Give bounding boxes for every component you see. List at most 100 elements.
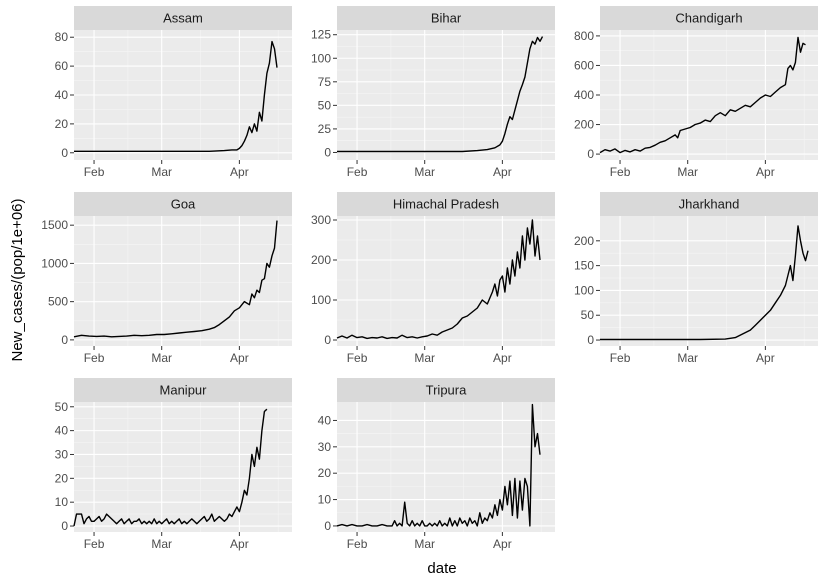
y-tick-label: 300	[311, 213, 331, 227]
y-tick-label: 1000	[41, 256, 68, 270]
panel-title: Tripura	[426, 383, 467, 398]
x-axis-title: date	[427, 560, 456, 577]
series-line-goa	[73, 220, 278, 338]
x-tick-label: Mar	[677, 165, 698, 179]
panel-strip	[600, 6, 818, 30]
y-tick-label: 100	[311, 51, 331, 65]
panel-background	[600, 216, 818, 346]
x-tick-label: Apr	[230, 351, 249, 365]
panel-strip	[337, 378, 555, 402]
x-tick-label: Mar	[151, 351, 172, 365]
y-tick-label: 10	[55, 495, 69, 509]
x-tick-label: Feb	[610, 165, 631, 179]
y-tick-label: 75	[318, 75, 332, 89]
y-tick-label: 0	[587, 333, 594, 347]
panel-bihar: Bihar 0 25 50 75 100 125 Feb Mar Apr	[311, 6, 555, 179]
y-tick-label: 200	[311, 253, 331, 267]
panel-manipur: Manipur 0 10 20 30 40 50 Feb Mar Apr	[55, 378, 292, 551]
y-tick-label: 60	[55, 59, 69, 73]
x-tick-label: Feb	[347, 351, 368, 365]
panel-title: Manipur	[160, 383, 208, 398]
y-tick-label: 50	[55, 400, 69, 414]
panel-background	[74, 216, 292, 346]
y-tick-label: 0	[324, 145, 331, 159]
y-tick-label: 40	[55, 424, 69, 438]
y-tick-label: 0	[61, 146, 68, 160]
series-line-chandigarh	[599, 36, 806, 154]
x-tick-label: Apr	[756, 165, 775, 179]
series-line-himachal-pradesh	[336, 219, 541, 340]
panel-strip	[74, 378, 292, 402]
x-tick-label: Feb	[610, 351, 631, 365]
y-tick-label: 1500	[41, 218, 68, 232]
x-tick-label: Mar	[414, 165, 435, 179]
y-tick-label: 800	[574, 29, 594, 43]
panel-chandigarh: Chandigarh 0 200 400 600 800 Feb Mar Apr	[574, 6, 818, 179]
panel-tripura: Tripura 0 10 20 30 40 Feb Mar Apr	[318, 378, 555, 551]
series-line-manipur	[73, 408, 268, 527]
panel-goa: Goa 0 500 1000 1500 Feb Mar Apr	[41, 192, 292, 365]
y-tick-label: 40	[318, 413, 332, 427]
x-tick-label: Mar	[151, 165, 172, 179]
x-tick-label: Mar	[414, 351, 435, 365]
panel-assam: Assam 0 20 40 60 80 Feb Mar Apr	[55, 6, 292, 179]
y-tick-label: 30	[55, 447, 69, 461]
x-tick-label: Apr	[493, 165, 512, 179]
x-tick-label: Mar	[414, 537, 435, 551]
panel-strip	[337, 192, 555, 216]
panel-title: Bihar	[431, 11, 462, 26]
panel-title: Jharkhand	[679, 197, 740, 212]
y-tick-label: 0	[324, 333, 331, 347]
x-tick-label: Apr	[756, 351, 775, 365]
y-tick-label: 50	[318, 98, 332, 112]
x-tick-label: Apr	[230, 165, 249, 179]
panel-strip	[337, 6, 555, 30]
y-tick-label: 0	[61, 519, 68, 533]
y-tick-label: 200	[574, 234, 594, 248]
x-tick-label: Apr	[493, 351, 512, 365]
panel-strip	[74, 6, 292, 30]
y-tick-label: 0	[61, 333, 68, 347]
panel-himachal-pradesh: Himachal Pradesh 0 100 200 300 Feb Mar Apr	[311, 192, 555, 365]
panel-background	[337, 402, 555, 532]
panel-strip	[74, 192, 292, 216]
y-tick-label: 0	[587, 147, 594, 161]
panel-strip	[600, 192, 818, 216]
y-tick-label: 20	[318, 466, 332, 480]
x-tick-label: Feb	[347, 537, 368, 551]
x-tick-label: Mar	[151, 537, 172, 551]
y-tick-label: 25	[318, 122, 332, 136]
x-tick-label: Mar	[677, 351, 698, 365]
x-tick-label: Feb	[84, 165, 105, 179]
panel-title: Assam	[163, 11, 203, 26]
y-tick-label: 600	[574, 58, 594, 72]
y-tick-label: 400	[574, 88, 594, 102]
y-tick-label: 20	[55, 117, 69, 131]
x-tick-label: Apr	[493, 537, 512, 551]
y-tick-label: 10	[318, 493, 332, 507]
y-tick-label: 40	[55, 88, 69, 102]
x-tick-label: Apr	[230, 537, 249, 551]
y-tick-label: 500	[48, 295, 68, 309]
y-tick-label: 30	[318, 440, 332, 454]
y-tick-label: 150	[574, 259, 594, 273]
x-tick-label: Feb	[84, 351, 105, 365]
x-tick-label: Feb	[347, 165, 368, 179]
y-tick-label: 200	[574, 118, 594, 132]
y-tick-label: 20	[55, 471, 69, 485]
y-tick-label: 50	[581, 308, 595, 322]
y-tick-label: 80	[55, 30, 69, 44]
y-tick-label: 0	[324, 519, 331, 533]
panel-title: Himachal Pradesh	[393, 197, 499, 212]
panel-background	[337, 216, 555, 346]
panel-title: Goa	[171, 197, 196, 212]
panel-title: Chandigarh	[675, 11, 742, 26]
series-line-tripura	[336, 403, 541, 527]
panel-background	[74, 402, 292, 532]
series-line-assam	[74, 40, 278, 152]
y-tick-label: 100	[574, 283, 594, 297]
panel-jharkhand: Jharkhand 0 50 100 150 200 Feb Mar Apr	[574, 192, 818, 365]
